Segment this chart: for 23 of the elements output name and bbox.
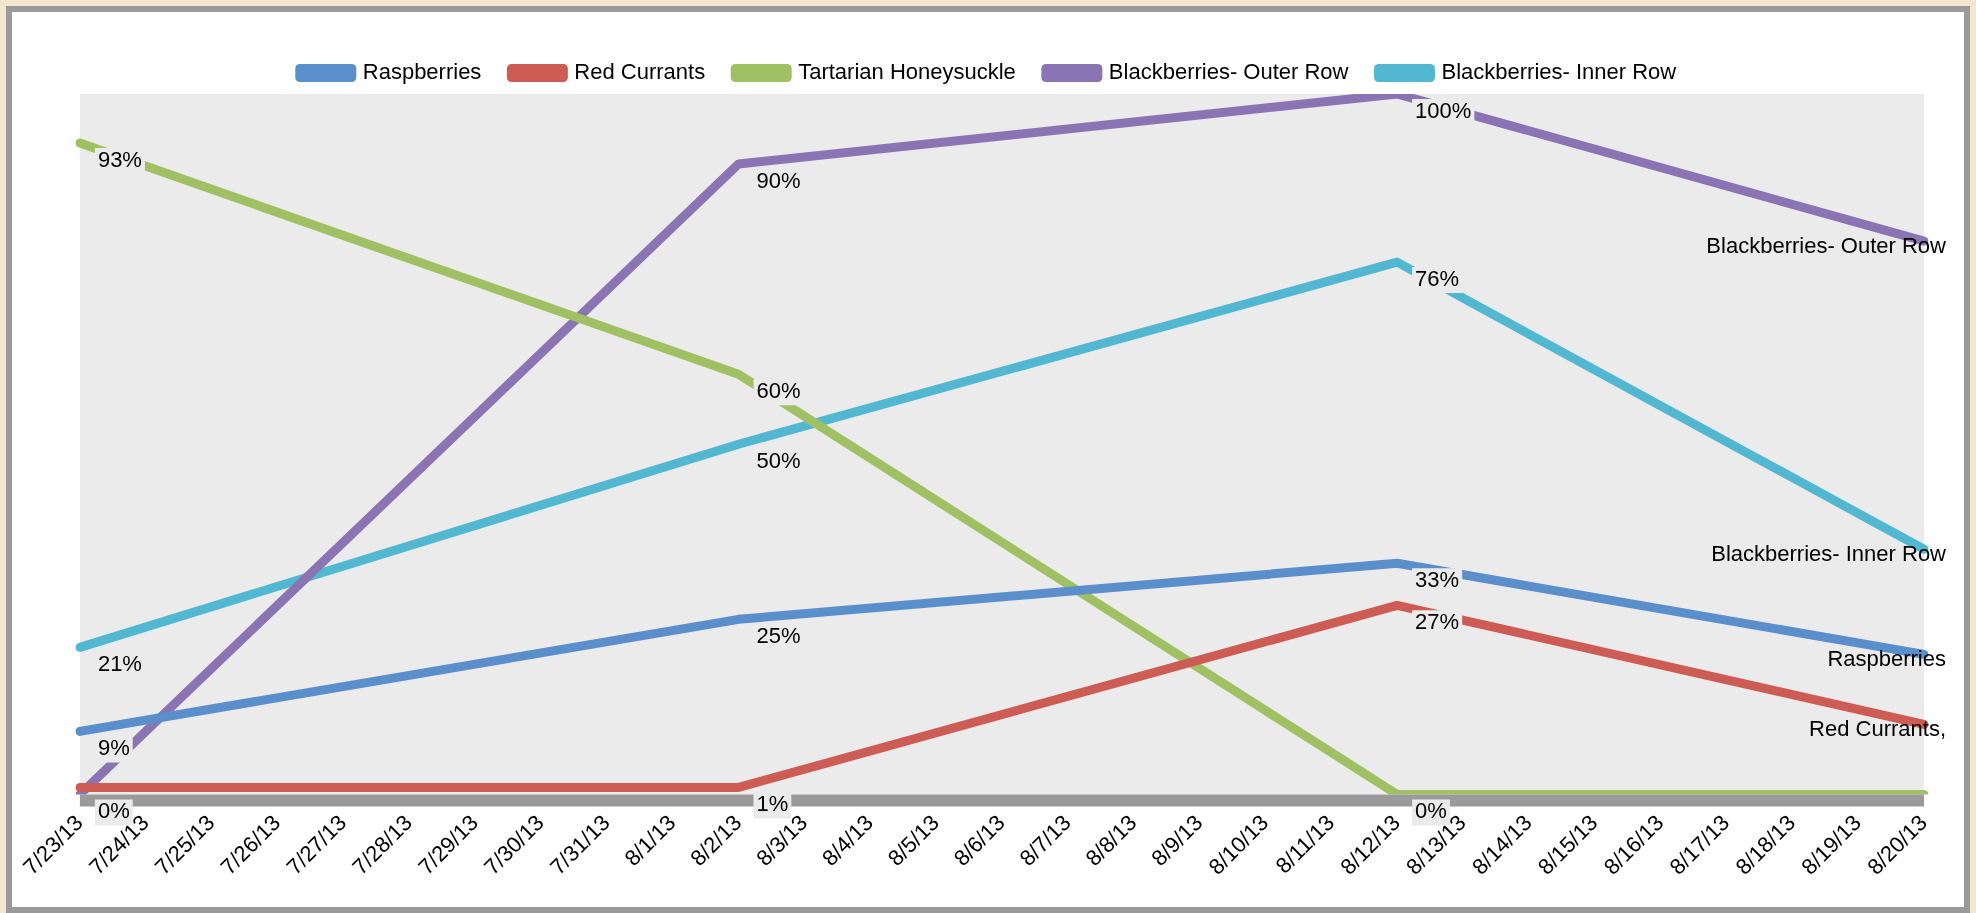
data-label: 0%: [1415, 798, 1447, 824]
annotation: Raspberries: [1827, 646, 1946, 672]
data-label: 33%: [1415, 567, 1460, 593]
data-label: 50%: [756, 448, 801, 474]
annotation: Blackberries- Inner Row: [1711, 541, 1947, 567]
legend-label: Raspberries: [362, 59, 482, 85]
legend-label: Red Currants: [574, 59, 706, 85]
data-label: 76%: [1415, 266, 1460, 292]
annotation: Blackberries- Outer Row: [1706, 233, 1947, 259]
data-label: 1%: [756, 791, 789, 817]
data-label: 90%: [756, 168, 801, 194]
legend-label: Blackberries- Inner Row: [1441, 59, 1677, 85]
legend-label: Blackberries- Outer Row: [1108, 59, 1349, 85]
annotation: Red Currants,: [1809, 716, 1946, 742]
data-label: 93%: [97, 147, 142, 173]
data-label: 21%: [97, 651, 142, 677]
data-label: 0%: [97, 798, 130, 824]
data-label: 100%: [1415, 98, 1472, 124]
legend-label: Tartarian Honeysuckle: [798, 59, 1016, 85]
data-label: 27%: [1415, 609, 1460, 635]
data-label: 9%: [97, 735, 130, 761]
data-label: 25%: [756, 623, 801, 649]
data-label: 60%: [756, 378, 801, 404]
